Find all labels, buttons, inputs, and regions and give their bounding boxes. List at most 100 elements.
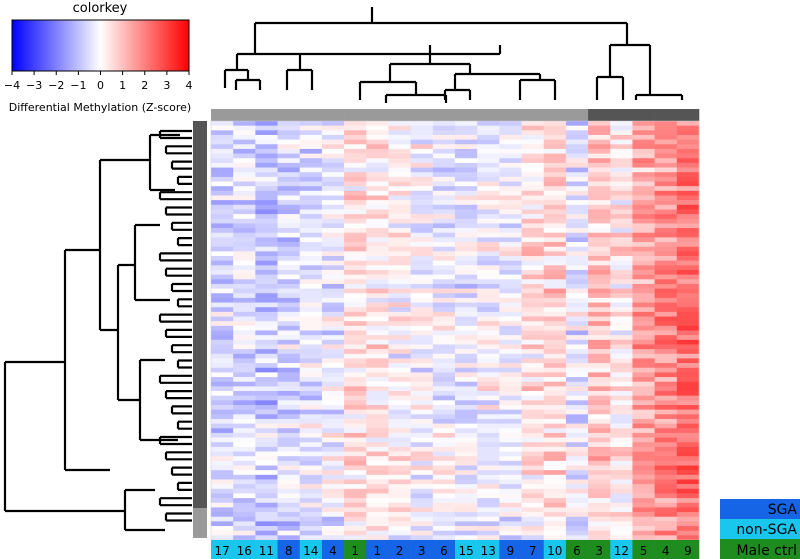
heatmap-cell — [477, 479, 500, 485]
heatmap-cell — [233, 363, 256, 369]
heatmap-cell — [410, 414, 434, 420]
heatmap-cell — [432, 432, 456, 438]
heatmap-cell — [455, 456, 478, 462]
heatmap-cell — [455, 307, 478, 313]
column-group-swatch — [233, 540, 256, 559]
heatmap-cell — [499, 465, 522, 471]
heatmap-cell — [654, 283, 678, 289]
heatmap-cell — [676, 121, 700, 126]
heatmap-cell — [521, 339, 545, 345]
heatmap-cell — [277, 218, 301, 224]
heatmap-cell — [211, 535, 234, 541]
heatmap-cell — [388, 190, 411, 196]
heatmap-cell — [432, 386, 456, 392]
heatmap-cell — [588, 172, 611, 178]
heatmap-cell — [388, 377, 411, 383]
heatmap-cell — [499, 144, 522, 150]
heatmap-cell — [321, 139, 345, 145]
heatmap-cell — [499, 437, 522, 443]
heatmap-cell — [565, 414, 589, 420]
heatmap-cell — [543, 404, 567, 410]
column-label: 1 — [374, 544, 382, 558]
heatmap-cell — [477, 204, 500, 210]
heatmap-cell — [233, 432, 256, 438]
heatmap-cell — [255, 214, 278, 220]
heatmap-cell — [255, 167, 278, 173]
heatmap-cell — [588, 158, 611, 164]
column-cluster-segment — [277, 109, 301, 121]
heatmap-cell — [654, 367, 678, 373]
heatmap-cell — [277, 330, 301, 336]
heatmap-cell — [277, 311, 301, 317]
heatmap-cell — [676, 228, 700, 234]
heatmap-cell — [388, 451, 411, 457]
heatmap-cell — [588, 502, 611, 508]
heatmap-cell — [521, 335, 545, 341]
heatmap-cell — [455, 325, 478, 331]
heatmap-cell — [366, 367, 389, 373]
heatmap-cell — [277, 242, 301, 247]
heatmap-cell — [321, 297, 345, 303]
heatmap-cell — [233, 442, 256, 448]
heatmap-cell — [676, 432, 700, 438]
heatmap-cell — [654, 474, 678, 480]
heatmap-cell — [499, 228, 522, 234]
heatmap-cell — [255, 502, 278, 508]
column-group-swatch — [610, 540, 633, 559]
heatmap-cell — [610, 307, 633, 313]
heatmap-cell — [432, 535, 456, 541]
heatmap-cell — [344, 344, 367, 350]
heatmap-cell — [299, 400, 323, 406]
heatmap-cell — [654, 139, 678, 145]
heatmap-cell — [277, 144, 301, 150]
heatmap-cell — [211, 269, 234, 275]
heatmap-cell — [477, 484, 500, 490]
heatmap-cell — [543, 186, 567, 192]
heatmap-cell — [477, 428, 500, 434]
heatmap-cell — [521, 260, 545, 266]
heatmap-cell — [676, 409, 700, 415]
heatmap-cell — [344, 339, 367, 345]
heatmap-cell — [255, 493, 278, 499]
heatmap-cell — [432, 512, 456, 518]
heatmap-cell — [565, 479, 589, 485]
heatmap-cell — [233, 437, 256, 443]
heatmap-cell — [277, 130, 301, 136]
heatmap-cell — [432, 274, 456, 280]
heatmap-cell — [676, 251, 700, 257]
heatmap-cell — [432, 498, 456, 504]
heatmap-cell — [632, 516, 655, 522]
heatmap-cell — [654, 232, 678, 238]
column-labels: 17 16 11 8 14 4 1 1 2 3 6 15 13 9 7 10 6 3 12 5 4 9 — [211, 540, 700, 559]
heatmap-cell — [521, 516, 545, 522]
heatmap-cell — [455, 395, 478, 401]
heatmap-cell — [344, 204, 367, 210]
column-label: 17 — [214, 544, 229, 558]
heatmap-cell — [233, 209, 256, 215]
heatmap-cell — [632, 456, 655, 462]
heatmap-cell — [499, 307, 522, 313]
heatmap-cell — [277, 372, 301, 378]
heatmap-cell — [432, 214, 456, 220]
heatmap-cell — [588, 288, 611, 294]
heatmap-cell — [455, 251, 478, 257]
column-cluster-segment — [321, 109, 345, 121]
column-cluster-segment — [499, 109, 522, 121]
heatmap-cell — [344, 418, 367, 424]
heatmap-cell — [344, 172, 367, 178]
heatmap-cell — [277, 428, 301, 434]
heatmap-cell — [255, 428, 278, 434]
heatmap-cell — [344, 190, 367, 196]
heatmap-cell — [277, 498, 301, 504]
heatmap-cell — [632, 512, 655, 518]
heatmap-cell — [432, 125, 456, 131]
heatmap-cell — [344, 335, 367, 341]
column-label: 9 — [507, 544, 515, 558]
heatmap-cell — [277, 521, 301, 527]
heatmap-cell — [676, 428, 700, 434]
heatmap-cell — [410, 521, 434, 527]
heatmap-cell — [233, 358, 256, 364]
heatmap-cell — [499, 460, 522, 466]
heatmap-cell — [654, 446, 678, 452]
heatmap-cell — [366, 158, 389, 164]
